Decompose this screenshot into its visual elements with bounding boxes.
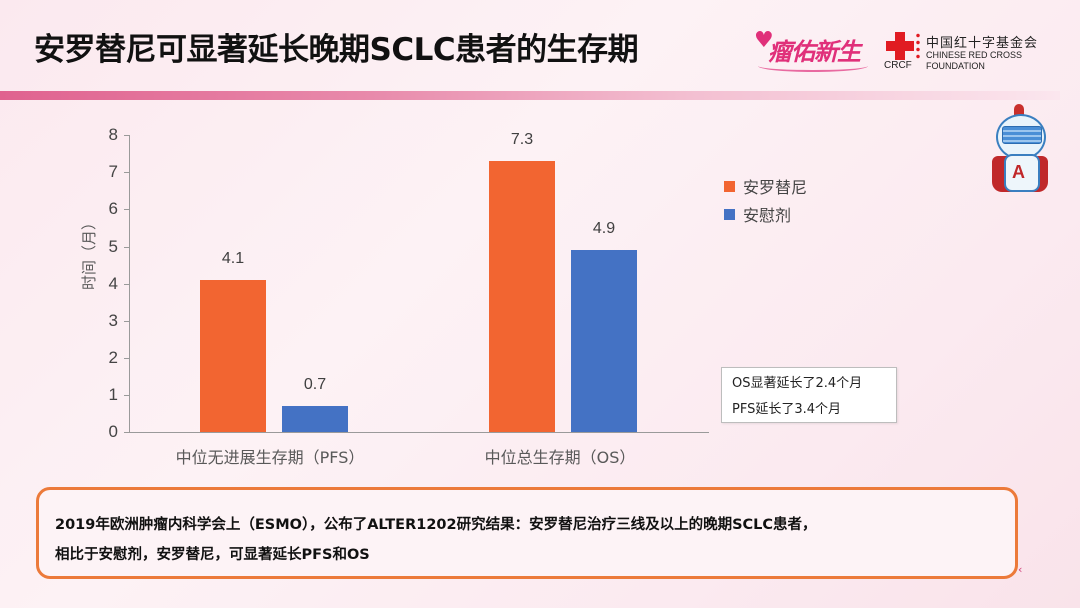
legend-label: 安慰剂: [743, 206, 792, 225]
bar-placebo-pfs: [282, 406, 348, 432]
crcf-logo: CRCF 中国红十字基金会 CHINESE RED CROSS FOUNDATI…: [884, 30, 1064, 74]
chart-legend: 安罗替尼 安慰剂: [724, 172, 807, 228]
x-axis: [129, 432, 709, 433]
logo-swirl: [758, 60, 868, 72]
y-tick: [124, 394, 129, 396]
y-tick-label: 2: [108, 347, 118, 367]
category-label-os: 中位总生存期（OS）: [484, 448, 636, 467]
y-tick: [124, 320, 129, 322]
bar-anlotinib-os: [489, 161, 555, 432]
category-label-pfs: 中位无进展生存期（PFS）: [175, 448, 365, 467]
legend-label: 安罗替尼: [743, 178, 808, 197]
y-tick-label: 8: [108, 125, 118, 145]
slide-title: 安罗替尼可显著延长晚期SCLC患者的生存期: [34, 32, 639, 68]
y-tick: [124, 172, 129, 174]
summary-line-1: 2019年欧洲肿瘤内科学会上（ESMO），公布了ALTER1202研究结果：安罗…: [55, 517, 817, 533]
y-tick-label: 4: [108, 273, 118, 293]
bar-anlotinib-pfs: [200, 279, 266, 432]
bar-value-label: 7.3: [510, 131, 534, 149]
crcf-abbr: CRCF: [884, 60, 912, 71]
annotation-pfs: PFS延长了3.4个月: [732, 402, 842, 417]
robot-superhero-mascot-icon: A: [990, 104, 1050, 200]
legend-item-placebo: 安慰剂: [724, 200, 807, 228]
dove-heart-icon: ♥: [754, 28, 774, 53]
bar-value-label: 4.1: [221, 249, 245, 267]
page-mark: ‹: [1018, 563, 1023, 576]
header-accent-bar: [0, 91, 1060, 100]
mascot-body: [1004, 154, 1040, 192]
legend-swatch-orange: [724, 180, 735, 192]
mascot-visor: [1002, 126, 1042, 144]
y-axis: [129, 135, 130, 432]
cross-dots: [916, 32, 920, 60]
summary-box: 2019年欧洲肿瘤内科学会上（ESMO），公布了ALTER1202研究结果：安罗…: [36, 487, 1018, 579]
y-tick-label: 0: [108, 422, 118, 441]
bar-value-label: 4.9: [592, 220, 616, 238]
legend-item-anlotinib: 安罗替尼: [724, 172, 807, 200]
red-cross-icon-bar: [886, 41, 914, 51]
crcf-name-cn: 中国红十字基金会: [926, 36, 1039, 51]
crcf-en-line1: CHINESE RED CROSS: [926, 50, 1023, 60]
y-tick: [124, 357, 129, 359]
crcf-en-line2: FOUNDATION: [926, 61, 985, 71]
y-tick: [124, 246, 129, 248]
annotation-os: OS显著延长了2.4个月: [732, 376, 863, 391]
annotation-box: OS显著延长了2.4个月 PFS延长了3.4个月: [721, 367, 897, 423]
y-tick: [124, 135, 129, 137]
legend-swatch-blue: [724, 208, 735, 220]
y-axis-label: 时间（月）: [80, 214, 98, 290]
y-tick: [124, 209, 129, 211]
mascot-crest: [1014, 104, 1024, 118]
bar-value-label: 0.7: [303, 376, 327, 394]
mascot-letter: A: [1012, 162, 1025, 182]
crcf-name-en: CHINESE RED CROSS FOUNDATION: [926, 50, 1022, 72]
y-tick-label: 7: [108, 162, 118, 182]
fuyou-logo: ♥ 瘤佑新生: [752, 22, 882, 72]
summary-line-2: 相比于安慰剂，安罗替尼，可显著延长PFS和OS: [55, 547, 370, 563]
y-tick: [124, 283, 129, 285]
y-tick-label: 1: [108, 384, 118, 404]
bar-placebo-os: [571, 250, 637, 432]
y-tick: [124, 432, 129, 433]
y-tick-label: 5: [108, 236, 118, 256]
y-tick-label: 6: [108, 199, 118, 219]
y-tick-label: 3: [108, 310, 118, 330]
